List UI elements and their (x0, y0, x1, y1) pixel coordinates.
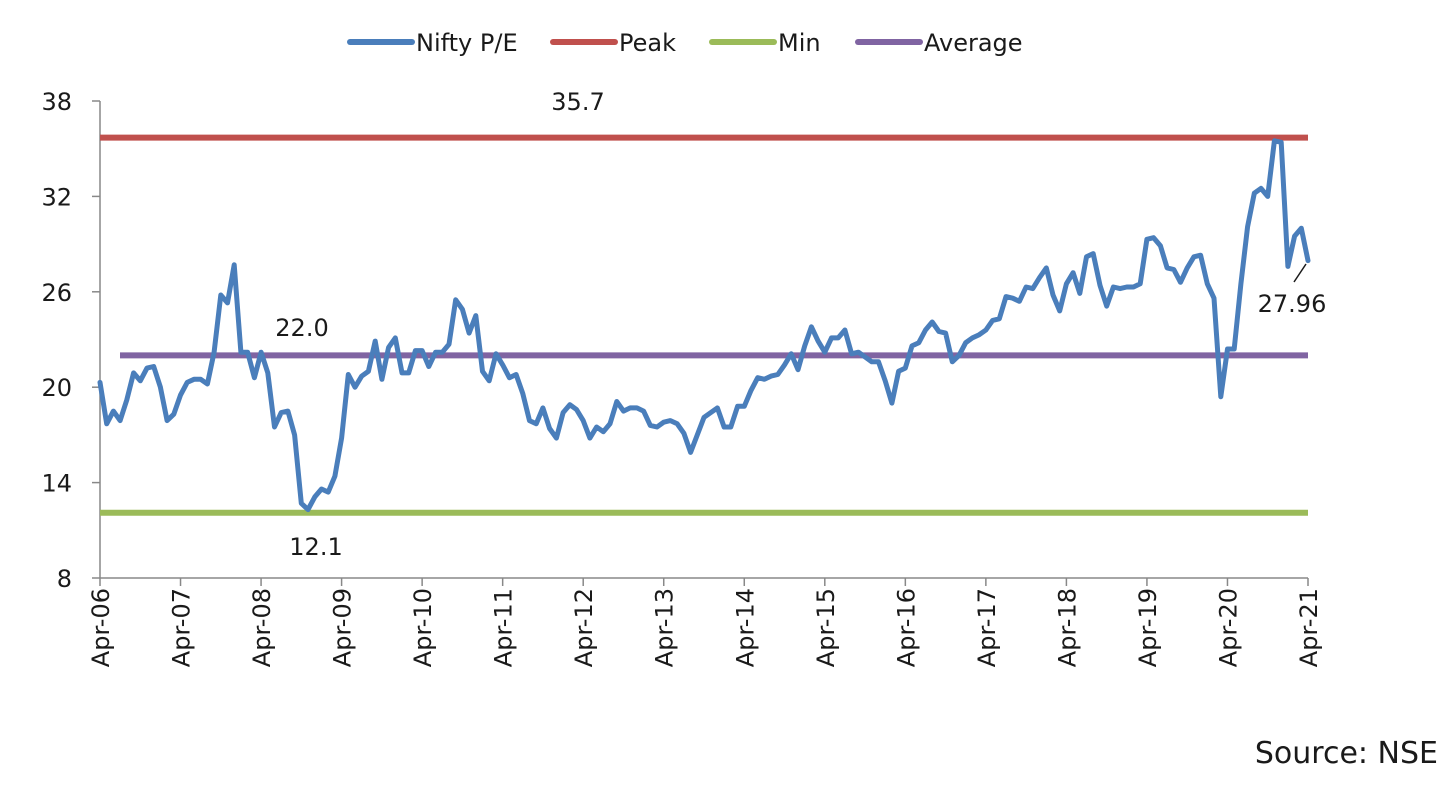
x-tick-label: Apr-18 (1053, 588, 1081, 667)
legend-label: Average (924, 29, 1023, 57)
x-tick-label: Apr-06 (87, 588, 115, 667)
x-tick-label: Apr-08 (248, 588, 276, 667)
x-tick-label: Apr-07 (168, 588, 196, 667)
legend-label: Peak (619, 29, 676, 57)
legend: Nifty P/E Peak Min Average (347, 29, 1023, 57)
x-ticks: Apr-06 Apr-07 Apr-08 Apr-09 Apr-10 Apr-11 Apr-… (87, 578, 1323, 667)
x-tick-label: Apr-09 (329, 588, 357, 667)
legend-label: Nifty P/E (416, 29, 518, 57)
nifty-pe-series-line (97, 138, 1311, 513)
peak-annotation: 35.7 (551, 88, 604, 116)
y-tick-label: 26 (41, 279, 72, 307)
x-tick-label: Apr-10 (409, 588, 437, 667)
y-ticks: 8 14 20 26 32 38 (41, 88, 100, 593)
series-layer (97, 138, 1311, 513)
y-tick-label: 14 (41, 470, 72, 498)
last-value-annotation: 27.96 (1258, 290, 1327, 318)
x-tick-label: Apr-19 (1134, 588, 1162, 667)
x-tick-label: Apr-15 (812, 588, 840, 667)
x-tick-label: Apr-21 (1295, 588, 1323, 667)
x-tick-label: Apr-20 (1214, 588, 1242, 667)
axes (99, 101, 1308, 579)
average-annotation: 22.0 (275, 314, 328, 342)
x-tick-label: Apr-11 (490, 588, 518, 667)
annotations: 35.7 22.0 12.1 27.96 (275, 88, 1326, 561)
last-value-leader-line (1293, 263, 1307, 283)
min-annotation: 12.1 (289, 533, 342, 561)
reference-lines (100, 134, 1308, 516)
y-tick-label: 20 (41, 374, 72, 402)
x-tick-label: Apr-13 (651, 588, 679, 667)
x-tick-label: Apr-16 (892, 588, 920, 667)
y-tick-label: 8 (57, 565, 72, 593)
source-note: Source: NSE (1254, 736, 1438, 771)
x-tick-label: Apr-14 (731, 588, 759, 667)
y-tick-label: 38 (41, 88, 72, 116)
x-tick-label: Apr-17 (973, 588, 1001, 667)
y-tick-label: 32 (41, 183, 72, 211)
x-tick-label: Apr-12 (570, 588, 598, 667)
legend-label: Min (778, 29, 821, 57)
